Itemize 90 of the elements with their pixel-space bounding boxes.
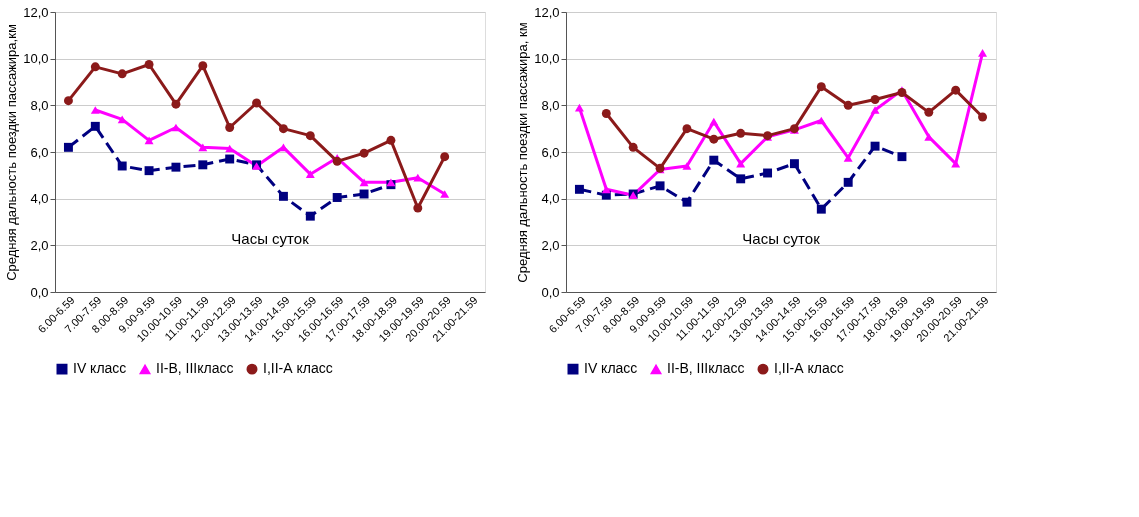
point (359, 189, 369, 199)
point (843, 177, 853, 187)
point (359, 148, 369, 158)
point (843, 153, 853, 162)
point (117, 161, 127, 171)
y-tick-label: 0,0 (541, 284, 560, 300)
point (951, 85, 961, 95)
point (601, 109, 611, 118)
point (816, 204, 826, 214)
point (789, 159, 799, 169)
point (305, 211, 315, 221)
point (655, 181, 665, 191)
point (225, 154, 235, 164)
point (924, 107, 934, 117)
legend-label: I,II-А класс (774, 360, 844, 377)
point (117, 69, 127, 79)
point (816, 116, 826, 125)
point (90, 62, 100, 72)
point (171, 162, 181, 172)
legend-label: II-В, IIIкласс (156, 360, 234, 377)
y-tick-label: 2,0 (541, 237, 560, 253)
point (736, 159, 746, 168)
y-tick-label: 2,0 (30, 237, 49, 253)
y-tick-label: 6,0 (541, 144, 560, 160)
point (978, 48, 988, 57)
y-tick-label: 6,0 (30, 144, 49, 160)
point (682, 162, 692, 170)
point (198, 143, 208, 152)
point (144, 166, 154, 176)
point (144, 60, 154, 69)
point (144, 136, 154, 145)
y-tick-label: 8,0 (30, 97, 49, 113)
y-tick-label: 4,0 (30, 191, 49, 207)
y-tick-label: 4,0 (541, 191, 560, 207)
legend-label: II-В, IIIкласс (667, 360, 745, 377)
point (117, 115, 127, 124)
point (386, 135, 396, 145)
point (252, 98, 262, 108)
point (978, 112, 988, 122)
y-axis-title: Средняя дальность поездки пассажира,км (4, 24, 20, 281)
point (198, 160, 208, 170)
y-tick-label: 12,0 (534, 4, 560, 20)
point (870, 95, 880, 104)
point (332, 156, 342, 166)
point (440, 152, 450, 162)
point (171, 99, 181, 109)
point (198, 61, 208, 71)
point (709, 117, 719, 126)
point (90, 121, 100, 131)
point (90, 106, 100, 114)
point (440, 190, 450, 198)
point (332, 193, 342, 202)
point (843, 100, 853, 110)
point (63, 96, 73, 106)
point (682, 124, 692, 134)
point (63, 142, 73, 152)
point (278, 191, 288, 201)
y-tick-label: 0,0 (30, 284, 49, 300)
point (225, 123, 235, 132)
y-tick-label: 10,0 (534, 51, 560, 67)
point (763, 168, 773, 178)
point (359, 178, 369, 187)
point (870, 106, 880, 114)
point (574, 184, 584, 194)
point (736, 128, 746, 138)
y-tick-label: 10,0 (23, 51, 49, 67)
point (628, 142, 638, 152)
legend-label: I,II-А класс (263, 360, 333, 377)
x-axis-title: Часы суток (231, 230, 310, 247)
legend-label: IV класс (73, 360, 127, 377)
y-tick-label: 8,0 (541, 97, 560, 113)
point (278, 124, 288, 134)
point (413, 203, 423, 213)
point (870, 141, 880, 151)
point (413, 173, 423, 182)
y-axis-title: Средняя дальность поездки пассажира, км (515, 22, 531, 283)
point (897, 152, 907, 162)
point (305, 131, 315, 141)
point (816, 82, 826, 92)
x-axis-title: Часы суток (742, 230, 821, 247)
point (305, 170, 315, 179)
y-tick-label: 12,0 (23, 4, 49, 20)
point (736, 174, 746, 184)
legend-label: IV класс (584, 360, 638, 377)
point (601, 185, 611, 194)
point (709, 155, 719, 165)
point (709, 134, 719, 144)
point (682, 197, 692, 207)
point (574, 103, 584, 112)
point (278, 143, 288, 152)
